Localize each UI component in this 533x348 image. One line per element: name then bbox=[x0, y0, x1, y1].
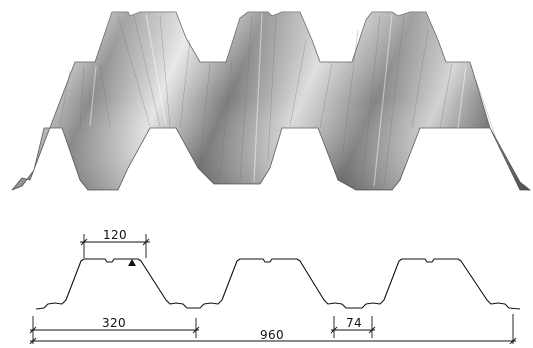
profile-cross-section bbox=[35, 258, 521, 310]
dimension-label-cover-width: 960 bbox=[260, 328, 284, 342]
reference-marker-icon bbox=[128, 259, 136, 266]
deck-profile-line bbox=[35, 258, 521, 310]
dimension-label-pitch: 320 bbox=[102, 316, 126, 330]
deck-sheet-rendering bbox=[11, 11, 532, 191]
dimension-label-trough-width: 74 bbox=[346, 316, 362, 330]
dimension-label-rib-top-width: 120 bbox=[103, 228, 127, 242]
dimension-lines bbox=[29, 234, 517, 345]
